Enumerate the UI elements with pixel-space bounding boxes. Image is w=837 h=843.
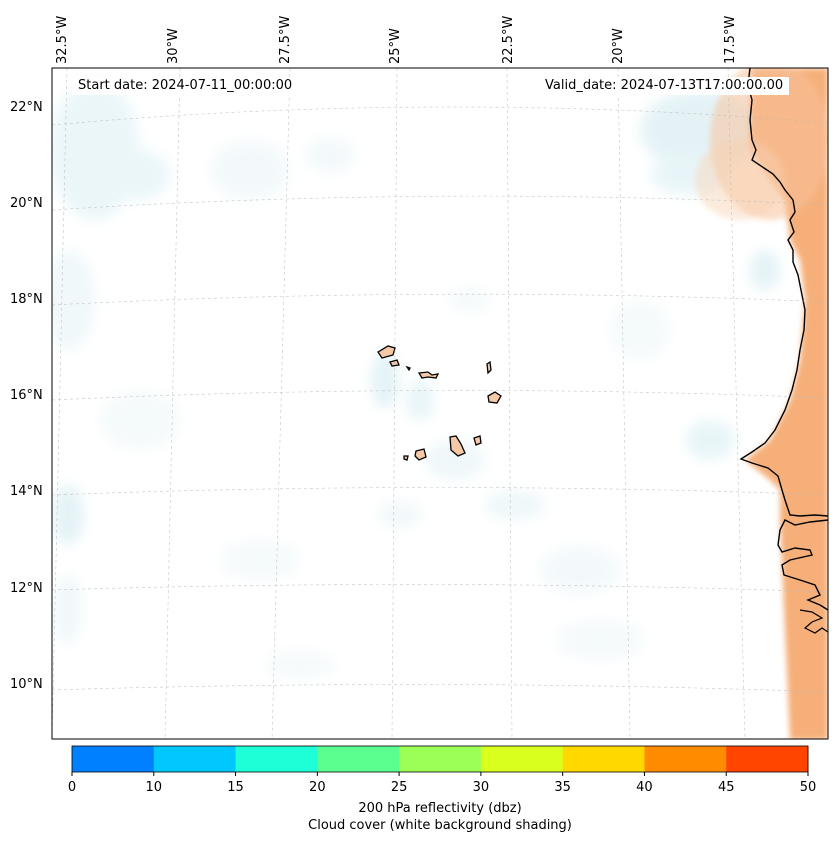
- colorbar-title: 200 hPa reflectivity (dbz): [358, 801, 522, 816]
- lon-label: 27.5°W: [278, 16, 293, 64]
- colorbar-tick-label: 25: [391, 780, 408, 795]
- colorbar-segment: [153, 746, 237, 772]
- colorbar-segment: [562, 746, 645, 772]
- colorbar-tick-label: 45: [718, 780, 735, 795]
- island-santo-antao: [377, 345, 396, 359]
- colorbar-segment: [644, 746, 727, 772]
- longitude-labels: 32.5°W 30°W 27.5°W 25°W 22.5°W 20°W 17.5…: [55, 16, 738, 64]
- continent-shading: [695, 68, 828, 739]
- lon-label: 20°W: [611, 28, 626, 64]
- lat-label: 20°N: [10, 196, 43, 211]
- lon-label: 22.5°W: [501, 16, 516, 64]
- island-sal: [486, 360, 492, 375]
- lon-label: 32.5°W: [55, 16, 70, 64]
- island-santiago: [449, 435, 466, 457]
- lat-label: 10°N: [10, 677, 43, 692]
- colorbar-tick-label: 50: [800, 780, 817, 795]
- colorbar-segment: [726, 746, 809, 772]
- lon-label: 17.5°W: [723, 16, 738, 64]
- colorbar-tick-label: 10: [146, 780, 163, 795]
- colorbar-frame: [71, 745, 809, 773]
- guinea-coastline: [777, 519, 828, 611]
- lon-label: 30°W: [166, 28, 181, 64]
- lat-label: 18°N: [10, 292, 43, 307]
- island-santa-luzia: [405, 365, 411, 372]
- map-frame: [51, 67, 829, 740]
- lon-label: 25°W: [388, 28, 403, 64]
- colorbar-subtitle: Cloud cover (white background shading): [308, 818, 572, 833]
- island-sao-nicolau: [417, 371, 440, 379]
- colorbar-segment: [235, 746, 318, 772]
- valid-date-label: Valid_date: 2024-07-13T17:00:00.00: [539, 77, 790, 95]
- colorbar: 0 10 15 20 25 30 35 40 45 50: [68, 745, 817, 795]
- lat-label: 14°N: [10, 484, 43, 499]
- island-fogo: [414, 448, 427, 461]
- island-sao-vicente: [389, 359, 400, 367]
- start-date-label: Start date: 2024-07-11_00:00:00: [72, 77, 299, 95]
- lat-label: 22°N: [10, 100, 43, 115]
- cloud-cover-shading: [52, 80, 780, 679]
- colorbar-segment: [480, 746, 564, 772]
- lat-label: 12°N: [10, 581, 43, 596]
- island-maio: [473, 435, 482, 446]
- colorbar-tick-label: 35: [554, 780, 571, 795]
- colorbar-tick-label: 15: [227, 780, 244, 795]
- colorbar-tick-label: 20: [309, 780, 326, 795]
- cape-verde-islands: [377, 345, 502, 461]
- latitude-labels: 22°N 20°N 18°N 16°N 14°N 12°N 10°N: [10, 100, 43, 692]
- island-brava: [403, 455, 409, 461]
- lat-label: 16°N: [10, 388, 43, 403]
- colorbar-tick-label: 40: [636, 780, 653, 795]
- colorbar-tick-label: 0: [68, 780, 76, 795]
- colorbar-segment: [72, 746, 155, 772]
- colorbar-tick-label: 30: [473, 780, 490, 795]
- graticule: [52, 68, 828, 739]
- island-boa-vista: [487, 391, 502, 404]
- colorbar-segment: [317, 746, 400, 772]
- africa-coastline: [739, 68, 828, 517]
- colorbar-segment: [399, 746, 482, 772]
